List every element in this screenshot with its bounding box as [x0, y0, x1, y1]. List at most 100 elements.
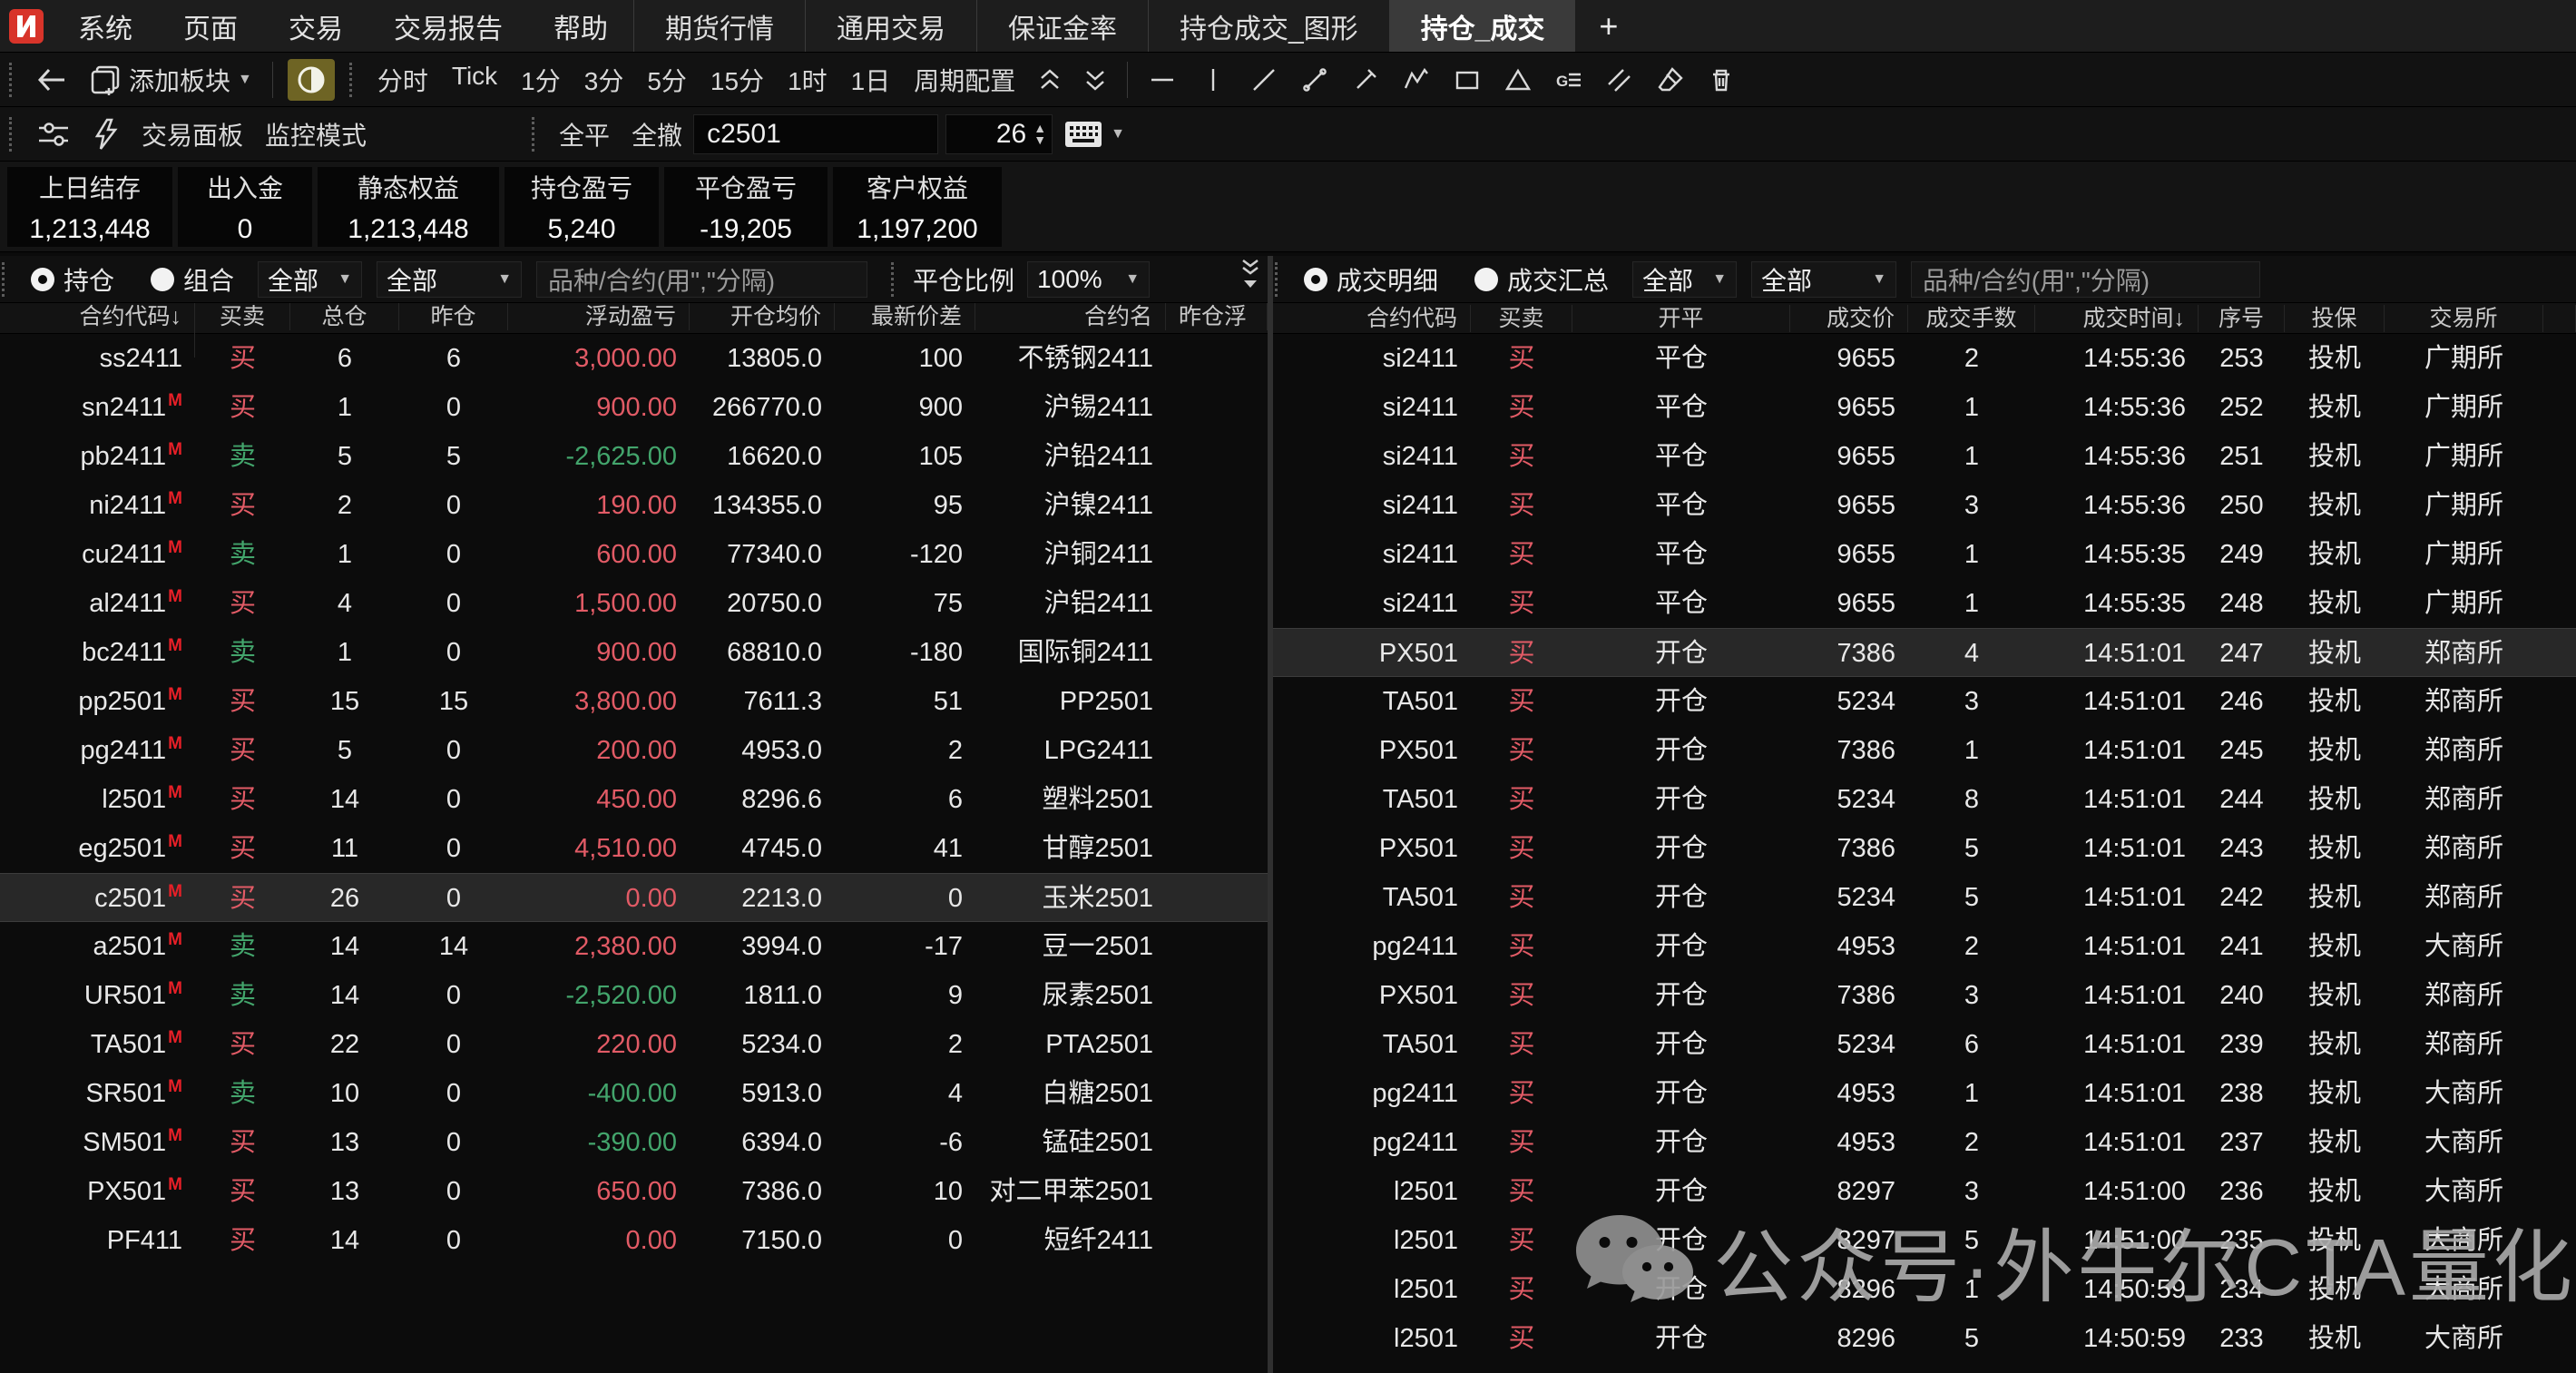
tab-4[interactable]: 持仓_成交: [1389, 0, 1576, 52]
position-row[interactable]: PF411 买 14 0 0.00 7150.0 0 短纤2411: [0, 1216, 1268, 1265]
column-header-0[interactable]: 合约代码↓: [0, 303, 195, 330]
position-row[interactable]: a2501 M 卖 14 14 2,380.00 3994.0 -17 豆一2501: [0, 922, 1268, 971]
position-row[interactable]: eg2501 M 买 11 0 4,510.00 4745.0 41 甘醇2501: [0, 824, 1268, 873]
position-row[interactable]: SM501 M 买 13 0 -390.00 6394.0 -6 锰硅2501: [0, 1118, 1268, 1167]
rectangle-tool-button[interactable]: [1446, 59, 1488, 101]
menu-item-1[interactable]: 页面: [183, 14, 238, 44]
app-logo[interactable]: [0, 0, 53, 52]
column-header-6[interactable]: 最新价差: [835, 303, 975, 330]
trade-row[interactable]: TA501 买 开仓 5234 3 14:51:01 246 投机 郑商所: [1273, 677, 2576, 726]
trade-row[interactable]: PX501 买 开仓 7386 4 14:51:01 247 投机 郑商所: [1273, 628, 2576, 677]
trade-row[interactable]: si2411 买 平仓 9655 2 14:55:36 253 投机 广期所: [1273, 334, 2576, 383]
toolbar-drag-handle[interactable]: [9, 62, 13, 97]
panel-drag-handle[interactable]: [891, 261, 895, 297]
radio-combos[interactable]: [151, 267, 175, 291]
position-row[interactable]: UR501 M 卖 14 0 -2,520.00 1811.0 9 尿素2501: [0, 971, 1268, 1020]
cancel-all-button[interactable]: 全撤: [632, 121, 683, 150]
column-header-2[interactable]: 开平: [1572, 304, 1790, 332]
tab-0[interactable]: 期货行情: [665, 14, 774, 44]
panel-collapse-controls[interactable]: [1240, 258, 1260, 289]
period-button-分时[interactable]: 分时: [377, 66, 428, 95]
trade-row[interactable]: pg2411 买 开仓 4953 1 14:51:01 238 投机 大商所: [1273, 1069, 2576, 1118]
column-header-8[interactable]: 交易所: [2385, 304, 2543, 332]
gann-lines-tool-button[interactable]: G: [1548, 59, 1590, 101]
column-header-7[interactable]: 合约名: [975, 303, 1166, 330]
horizontal-line-tool-button[interactable]: [1141, 59, 1183, 101]
toolbar-drag-handle[interactable]: [9, 116, 13, 152]
position-row[interactable]: l2501 M 买 14 0 450.00 8296.6 6 塑料2501: [0, 775, 1268, 824]
tab-3[interactable]: 持仓成交_图形: [1180, 14, 1358, 44]
trade-row[interactable]: l2501 买 开仓 8297 5 14:51:00 235 投机 大商所: [1273, 1216, 2576, 1265]
period-button-Tick[interactable]: Tick: [451, 61, 498, 90]
radio-trade-detail[interactable]: [1304, 267, 1327, 291]
trade-row[interactable]: l2501 买 开仓 8296 1 14:50:59 234 投机 大商所: [1273, 1265, 2576, 1314]
trade-row[interactable]: l2501 买 开仓 8297 3 14:51:00 236 投机 大商所: [1273, 1167, 2576, 1216]
position-row[interactable]: bc2411 M 卖 1 0 900.00 68810.0 -180 国际铜2411: [0, 628, 1268, 677]
collapse-up-button[interactable]: [1027, 53, 1073, 106]
trade-row[interactable]: PX501 买 开仓 7386 3 14:51:01 240 投机 郑商所: [1273, 971, 2576, 1020]
trade-row[interactable]: si2411 买 平仓 9655 1 14:55:36 251 投机 广期所: [1273, 432, 2576, 481]
menu-item-4[interactable]: 帮助: [553, 14, 608, 44]
product-filter-dropdown[interactable]: 全部 ▼: [1751, 260, 1897, 298]
period-button-周期配置[interactable]: 周期配置: [914, 66, 1016, 95]
position-row[interactable]: al2411 M 买 4 0 1,500.00 20750.0 75 沪铝2411: [0, 579, 1268, 628]
radio-positions[interactable]: [31, 267, 54, 291]
trend-line-tool-button[interactable]: [1243, 59, 1285, 101]
toolbar-drag-handle[interactable]: [348, 62, 353, 97]
step-up-icon[interactable]: ▲: [1033, 120, 1047, 135]
close-all-button[interactable]: 全平: [559, 121, 611, 150]
period-button-5分[interactable]: 5分: [647, 66, 687, 95]
position-row[interactable]: pg2411 M 买 5 0 200.00 4953.0 2 LPG2411: [0, 726, 1268, 775]
step-down-icon[interactable]: ▼: [1033, 132, 1047, 147]
column-header-0[interactable]: 合约代码: [1273, 304, 1471, 332]
panel-splitter[interactable]: [1268, 256, 1273, 1373]
radio-trade-summary[interactable]: [1474, 267, 1499, 291]
trade-row[interactable]: PX501 买 开仓 7386 5 14:51:01 243 投机 郑商所: [1273, 824, 2576, 873]
position-row[interactable]: sn2411 M 买 1 0 900.00 266770.0 900 沪锡2411: [0, 383, 1268, 432]
menu-item-0[interactable]: 系统: [78, 14, 132, 44]
column-header-1[interactable]: 买卖: [1471, 304, 1572, 332]
trade-row[interactable]: si2411 买 平仓 9655 1 14:55:35 249 投机 广期所: [1273, 530, 2576, 579]
column-header-4[interactable]: 成交手数: [1908, 304, 2035, 332]
triangle-tool-button[interactable]: [1497, 59, 1539, 101]
tab-2[interactable]: 保证金率: [1008, 14, 1117, 44]
position-row[interactable]: ss2411 买 6 6 3,000.00 13805.0 100 不锈钢2411: [0, 334, 1268, 383]
trade-row[interactable]: si2411 买 平仓 9655 1 14:55:36 252 投机 广期所: [1273, 383, 2576, 432]
vertical-line-tool-button[interactable]: [1192, 59, 1234, 101]
symbol-filter-input[interactable]: 品种/合约(用","分隔): [1911, 260, 2261, 298]
column-header-8[interactable]: 昨仓浮: [1166, 303, 1268, 330]
eraser-tool-button[interactable]: [1650, 59, 1691, 101]
toolbar-drag-handle[interactable]: [532, 116, 535, 152]
period-button-3分[interactable]: 3分: [583, 66, 624, 95]
trade-row[interactable]: si2411 买 平仓 9655 3 14:55:36 250 投机 广期所: [1273, 481, 2576, 530]
monitor-mode-toggle[interactable]: 监控模式: [254, 107, 377, 161]
parallel-lines-tool-button[interactable]: [1599, 59, 1641, 101]
menu-item-2[interactable]: 交易: [289, 14, 343, 44]
new-tab-button[interactable]: +: [1599, 6, 1619, 44]
column-header-3[interactable]: 昨仓: [399, 303, 508, 330]
column-header-5[interactable]: 成交时间↓: [2035, 304, 2199, 332]
trade-row[interactable]: TA501 买 开仓 5234 8 14:51:01 244 投机 郑商所: [1273, 775, 2576, 824]
exchange-filter-dropdown[interactable]: 全部 ▼: [258, 260, 363, 298]
panel-drag-handle[interactable]: [1275, 261, 1278, 297]
symbol-filter-input[interactable]: 品种/合约(用","分隔): [536, 260, 868, 298]
symbol-input[interactable]: c2501: [693, 113, 939, 154]
trade-row[interactable]: TA501 买 开仓 5234 5 14:51:01 242 投机 郑商所: [1273, 873, 2576, 922]
position-row[interactable]: c2501 M 买 26 0 0.00 2213.0 0 玉米2501: [0, 873, 1268, 922]
period-button-15分[interactable]: 15分: [710, 66, 765, 95]
trade-row[interactable]: PX501 买 开仓 7386 1 14:51:01 245 投机 郑商所: [1273, 726, 2576, 775]
position-row[interactable]: pp2501 M 买 15 15 3,800.00 7611.3 51 PP2501: [0, 677, 1268, 726]
trade-row[interactable]: l2501 买 开仓 8296 5 14:50:59 233 投机 大商所: [1273, 1314, 2576, 1363]
contrast-toggle-button[interactable]: [287, 58, 335, 101]
collapse-down-button[interactable]: [1073, 53, 1118, 106]
segment-line-tool-button[interactable]: [1294, 59, 1336, 101]
panel-settings-button[interactable]: [25, 107, 82, 161]
trade-row[interactable]: pg2411 买 开仓 4953 2 14:51:01 241 投机 大商所: [1273, 922, 2576, 971]
trade-panel-toggle[interactable]: 交易面板: [131, 107, 254, 161]
trade-row[interactable]: TA501 买 开仓 5234 6 14:51:01 239 投机 郑商所: [1273, 1020, 2576, 1069]
column-header-1[interactable]: 买卖: [195, 303, 290, 330]
period-button-1日[interactable]: 1日: [850, 66, 891, 95]
column-header-2[interactable]: 总仓: [290, 303, 399, 330]
quick-trade-button[interactable]: [82, 107, 131, 161]
position-row[interactable]: PX501 M 买 13 0 650.00 7386.0 10 对二甲苯2501: [0, 1167, 1268, 1216]
